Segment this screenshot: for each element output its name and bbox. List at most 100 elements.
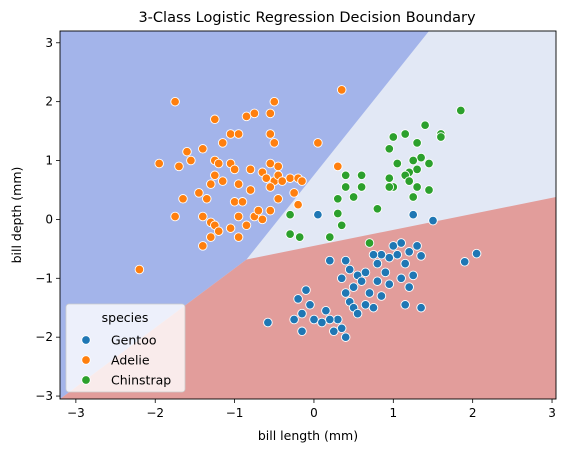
data-point-chinstrap — [294, 232, 305, 242]
data-point-gentoo — [329, 326, 339, 337]
data-point-adelie — [233, 211, 244, 222]
series-chinstrap — [285, 105, 466, 248]
data-point-adelie — [265, 205, 276, 216]
data-point-chinstrap — [364, 238, 375, 248]
scatter-points — [134, 85, 482, 342]
data-point-gentoo — [313, 209, 323, 220]
data-point-adelie — [178, 194, 188, 204]
data-point-gentoo — [384, 279, 395, 289]
data-point-gentoo — [368, 302, 379, 313]
data-point-chinstrap — [325, 232, 335, 242]
data-point-adelie — [233, 129, 244, 139]
data-point-adelie — [198, 211, 208, 222]
data-point-gentoo — [376, 291, 387, 301]
data-point-gentoo — [396, 273, 406, 284]
data-point-gentoo — [368, 249, 379, 260]
data-point-gentoo — [344, 264, 355, 275]
legend-box — [65, 303, 186, 393]
data-point-adelie — [237, 197, 248, 207]
data-point-chinstrap — [333, 208, 343, 219]
data-point-adelie — [313, 138, 323, 148]
data-point-gentoo — [396, 238, 406, 248]
data-point-adelie — [182, 146, 192, 157]
data-point-gentoo — [360, 267, 371, 278]
series-gentoo — [263, 209, 482, 342]
data-point-adelie — [245, 185, 256, 195]
data-point-chinstrap — [336, 220, 347, 231]
data-point-chinstrap — [416, 152, 426, 163]
y-tick-label: −2 — [35, 330, 53, 344]
legend-marker-adelie — [81, 355, 91, 365]
data-point-gentoo — [376, 249, 387, 260]
data-point-chinstrap — [356, 170, 367, 181]
data-point-adelie — [253, 205, 264, 216]
legend-marker-gentoo — [81, 335, 91, 345]
data-point-chinstrap — [412, 164, 422, 175]
data-point-chinstrap — [408, 192, 418, 202]
data-point-chinstrap — [285, 229, 295, 239]
data-point-adelie — [245, 164, 256, 175]
chart-title: 3-Class Logistic Regression Decision Bou… — [138, 10, 476, 26]
y-tick-label: −3 — [35, 389, 53, 403]
x-tick-label: −1 — [226, 406, 244, 420]
data-point-adelie — [265, 182, 276, 192]
data-point-adelie — [333, 161, 343, 172]
data-point-adelie — [241, 111, 252, 122]
data-point-gentoo — [412, 241, 422, 251]
data-point-gentoo — [297, 308, 307, 319]
data-point-adelie — [194, 188, 204, 198]
data-point-adelie — [154, 158, 164, 169]
x-tick-label: 2 — [469, 406, 477, 420]
data-point-adelie — [213, 226, 224, 236]
data-point-gentoo — [348, 282, 359, 292]
data-point-adelie — [213, 158, 224, 169]
data-point-gentoo — [263, 317, 273, 328]
legend-title: species — [102, 310, 149, 325]
data-point-gentoo — [428, 215, 438, 226]
data-point-gentoo — [340, 332, 351, 342]
legend-label-adelie: Adelie — [111, 353, 150, 368]
data-point-adelie — [261, 173, 272, 183]
data-point-gentoo — [384, 252, 395, 263]
data-point-gentoo — [416, 251, 426, 261]
data-point-adelie — [336, 85, 347, 95]
y-axis-label: bill depth (mm) — [9, 167, 24, 264]
data-point-gentoo — [340, 288, 351, 298]
data-point-adelie — [233, 179, 244, 189]
data-point-chinstrap — [412, 138, 422, 148]
data-point-gentoo — [301, 285, 311, 295]
data-point-chinstrap — [356, 182, 367, 192]
data-point-gentoo — [364, 288, 375, 298]
data-point-adelie — [225, 223, 236, 233]
data-point-adelie — [241, 220, 252, 231]
x-tick-label: −3 — [67, 406, 85, 420]
data-point-gentoo — [471, 248, 482, 259]
x-tick-label: −2 — [146, 406, 164, 420]
data-point-gentoo — [321, 305, 331, 316]
x-tick-label: 0 — [310, 406, 318, 420]
x-tick-label: 3 — [548, 406, 556, 420]
data-point-chinstrap — [333, 194, 343, 204]
data-point-adelie — [206, 179, 216, 189]
data-point-chinstrap — [404, 176, 414, 186]
data-point-chinstrap — [384, 182, 395, 192]
data-point-gentoo — [380, 267, 391, 278]
data-point-chinstrap — [384, 173, 395, 183]
legend: species Gentoo Adelie Chinstrap — [65, 303, 186, 393]
data-point-gentoo — [336, 323, 347, 334]
data-point-adelie — [229, 164, 240, 175]
legend-marker-chinstrap — [81, 375, 91, 385]
data-point-adelie — [229, 197, 240, 207]
data-point-adelie — [269, 96, 280, 107]
data-point-gentoo — [325, 314, 335, 325]
data-point-adelie — [273, 161, 283, 172]
data-point-gentoo — [293, 294, 303, 304]
data-point-chinstrap — [420, 120, 430, 130]
y-tick-label: 2 — [45, 95, 53, 109]
data-point-gentoo — [400, 258, 410, 269]
data-point-gentoo — [336, 273, 347, 284]
data-point-gentoo — [297, 326, 307, 337]
data-point-gentoo — [289, 314, 299, 325]
data-point-gentoo — [352, 308, 363, 319]
data-point-gentoo — [305, 300, 315, 310]
